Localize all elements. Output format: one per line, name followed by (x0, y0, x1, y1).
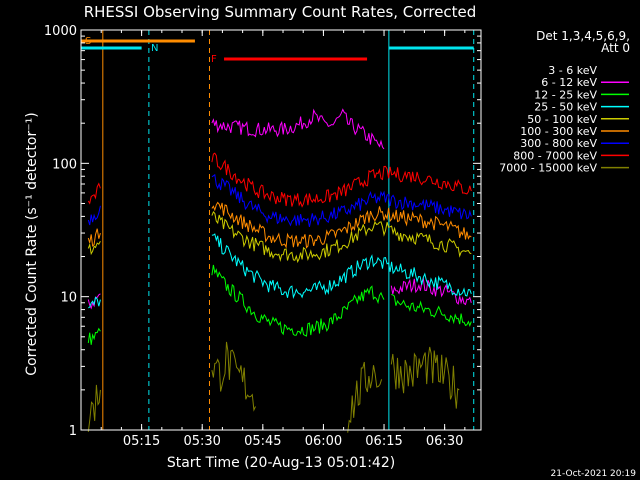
series-line-6-12-kev (390, 277, 472, 306)
flag-n-label: N (151, 43, 158, 54)
legend-label: 12 - 25 keV (534, 88, 597, 101)
series-line-50-100-kev (211, 210, 472, 264)
series-line-3-6-kev (390, 319, 472, 370)
series-line-25-50-kev (211, 233, 472, 300)
legend-subtitle: Att 0 (601, 41, 630, 55)
series-7000-15000-kev (87, 341, 460, 433)
x-tick-label: 05:30 (183, 434, 220, 449)
legend-label: 25 - 50 keV (534, 101, 597, 114)
x-tick-label: 05:45 (244, 434, 281, 449)
series-line-12-25-kev (391, 294, 472, 328)
series-line-100-300-kev (87, 228, 101, 247)
series-25-50-kev (88, 233, 472, 309)
series-line-100-300-kev (211, 201, 472, 249)
x-tick-label: 06:15 (365, 434, 402, 449)
series-line-300-800-kev (87, 205, 101, 226)
series-line-300-800-kev (211, 173, 472, 228)
series-line-25-50-kev (88, 296, 101, 309)
legend-label: 3 - 6 keV (548, 64, 597, 77)
x-tick-label: 06:00 (305, 434, 342, 449)
x-axis-label: Start Time (20-Aug-13 05:01:42) (167, 455, 395, 471)
series-line-12-25-kev (87, 327, 101, 345)
footer-timestamp: 21-Oct-2021 20:19 (551, 469, 637, 479)
flag-s-label: S (85, 36, 91, 47)
series-line-7000-15000-kev (347, 361, 383, 433)
y-tick-label: 100 (52, 157, 77, 172)
chart-title: RHESSI Observing Summary Count Rates, Co… (84, 3, 477, 21)
series-line-12-25-kev (211, 264, 385, 337)
x-tick-label: 05:15 (123, 434, 160, 449)
legend-label: 7000 - 15000 keV (499, 162, 597, 175)
series-line-800-7000-kev (87, 182, 101, 205)
y-tick-label: 10 (60, 291, 77, 306)
series-300-800-kev (87, 173, 472, 228)
y-tick-label: 1000 (44, 24, 77, 39)
series-line-7000-15000-kev (87, 384, 101, 432)
series-line-50-100-kev (87, 241, 101, 256)
series-800-7000-kev (87, 152, 472, 208)
axes (80, 29, 482, 431)
legend-label: 800 - 7000 keV (513, 149, 597, 162)
annotation-layer: S N F (81, 30, 475, 430)
series-100-300-kev (87, 201, 472, 249)
series-12-25-kev (87, 264, 472, 345)
x-tick-label: 06:30 (426, 434, 463, 449)
legend-title: Det 1,3,4,5,6,9, (536, 29, 630, 43)
series-line-7000-15000-kev (211, 341, 256, 412)
flag-f-label: F (211, 54, 217, 65)
tick-layer: 05:15 05:30 05:45 06:00 06:15 06:30 1 10 100 1000 (44, 24, 481, 449)
series-line-800-7000-kev (211, 152, 472, 208)
legend-label: 300 - 800 keV (520, 137, 597, 150)
plot-frame (80, 29, 482, 431)
series-line-3-6-kev (87, 359, 101, 390)
series-line-7000-15000-kev (390, 346, 460, 409)
legend-label: 100 - 300 keV (520, 125, 597, 138)
series-line-6-12-kev (211, 108, 385, 150)
series-50-100-kev (87, 210, 472, 264)
legend-label: 6 - 12 keV (541, 76, 597, 89)
legend-label: 50 - 100 keV (527, 113, 597, 126)
series-layer (87, 108, 472, 433)
y-tick-label: 1 (69, 424, 77, 439)
y-axis-label: Corrected Count Rate (s⁻¹ detector⁻¹) (24, 112, 40, 375)
